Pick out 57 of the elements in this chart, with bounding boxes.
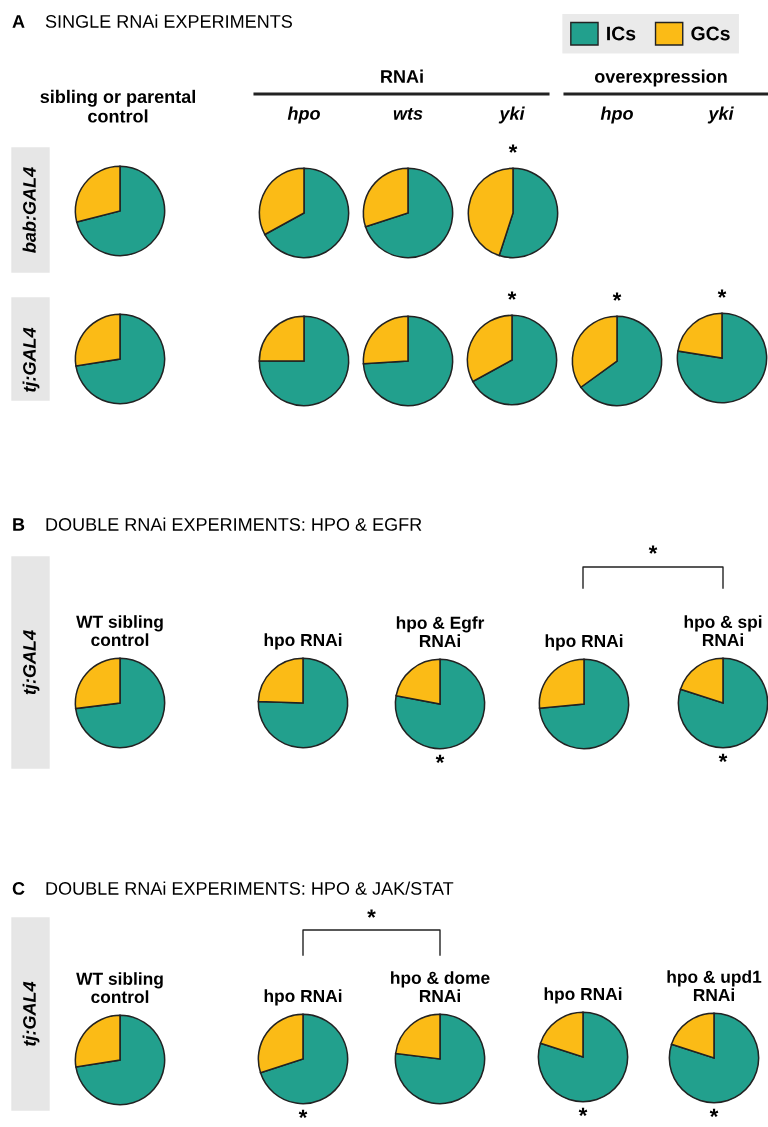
pie-slice (75, 1014, 166, 1106)
chart-title: WT sibling control (76, 615, 163, 647)
text: B (13, 518, 25, 531)
pie-slice (677, 657, 768, 749)
pie-slice (74, 657, 166, 749)
chart-title: hpo & spi RNAi (684, 615, 762, 646)
pie-slice (668, 1012, 760, 1104)
text: * (367, 909, 376, 918)
pie-slice (538, 658, 630, 750)
text: hpo (600, 106, 633, 124)
text: overexpression (594, 69, 727, 87)
text: SINGLE RNAi EXPERIMENTS (45, 14, 292, 28)
text: RNAi (381, 69, 423, 83)
text: * (718, 753, 728, 763)
pie-slice (258, 315, 350, 407)
text: tj:GAL4 (22, 981, 40, 1046)
chart-title: hpo RNAi (544, 987, 622, 1004)
pie-slice (362, 315, 454, 407)
legend-label: GCs (691, 26, 730, 41)
text: * (578, 1107, 588, 1117)
pie-slice (676, 312, 768, 404)
text: bab:GAL4 (22, 167, 36, 253)
text: * (508, 144, 518, 153)
text: * (507, 291, 517, 300)
text: A (12, 15, 25, 28)
pie-slice (259, 1013, 349, 1105)
pie-slice (75, 165, 166, 257)
chart-title: hpo & upd1 RNAi (667, 970, 762, 1001)
text: tj:GAL4 (22, 630, 40, 695)
text: DOUBLE RNAi EXPERIMENTS: HPO & JAK/STAT (46, 881, 454, 895)
chart-title: hpo & Egfr RNAi (396, 616, 485, 647)
chart-title: hpo RNAi (264, 989, 342, 1006)
text: yki (498, 106, 525, 124)
text: C (12, 882, 25, 895)
text: * (298, 1109, 308, 1119)
chart-title: hpo RNAi (264, 633, 342, 650)
text: * (717, 289, 727, 298)
chart-title: hpo RNAi (545, 634, 623, 651)
text: tj:GAL4 (22, 327, 40, 392)
legend-label: ICs (607, 26, 636, 41)
pie-slice (537, 1011, 629, 1103)
text: * (435, 754, 445, 764)
text: hpo (287, 106, 320, 124)
text: DOUBLE RNAi EXPERIMENTS: HPO & EGFR (46, 517, 422, 531)
text: * (612, 292, 622, 301)
text: yki (707, 106, 734, 124)
text: sibling or parental control (40, 89, 195, 123)
pie-slice (394, 1013, 486, 1105)
chart-title: WT sibling control (76, 972, 163, 1004)
pie-slice (75, 313, 166, 405)
pie-slice (257, 657, 349, 749)
text: * (709, 1108, 719, 1118)
pie-slice (364, 167, 454, 259)
chart-title: hpo & dome RNAi (391, 971, 490, 1002)
text: wts (393, 107, 423, 120)
text: * (648, 545, 658, 554)
pie-slice (394, 658, 486, 750)
